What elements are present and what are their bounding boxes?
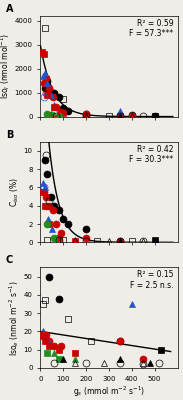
Text: A: A: [6, 4, 13, 14]
X-axis label: g$_s$ (mmol m$^{-2}$ s$^{-1}$): g$_s$ (mmol m$^{-2}$ s$^{-1}$): [73, 384, 145, 399]
Text: R² = 0.42
F = 30.3***: R² = 0.42 F = 30.3***: [129, 145, 173, 164]
Y-axis label: Iso$_e$ (nmol m$^{-2}$ s$^{-1}$): Iso$_e$ (nmol m$^{-2}$ s$^{-1}$): [7, 280, 21, 356]
Text: B: B: [6, 130, 13, 140]
Text: C: C: [6, 256, 13, 266]
Y-axis label: Iso$_l$ (nmol mol$^{-1}$): Iso$_l$ (nmol mol$^{-1}$): [0, 33, 12, 100]
Text: R² = 0.15
F = 2.5 n.s.: R² = 0.15 F = 2.5 n.s.: [130, 270, 173, 290]
Y-axis label: C$_{iso}$ (%): C$_{iso}$ (%): [8, 177, 21, 207]
Text: R² = 0.59
F = 57.3***: R² = 0.59 F = 57.3***: [129, 19, 173, 38]
